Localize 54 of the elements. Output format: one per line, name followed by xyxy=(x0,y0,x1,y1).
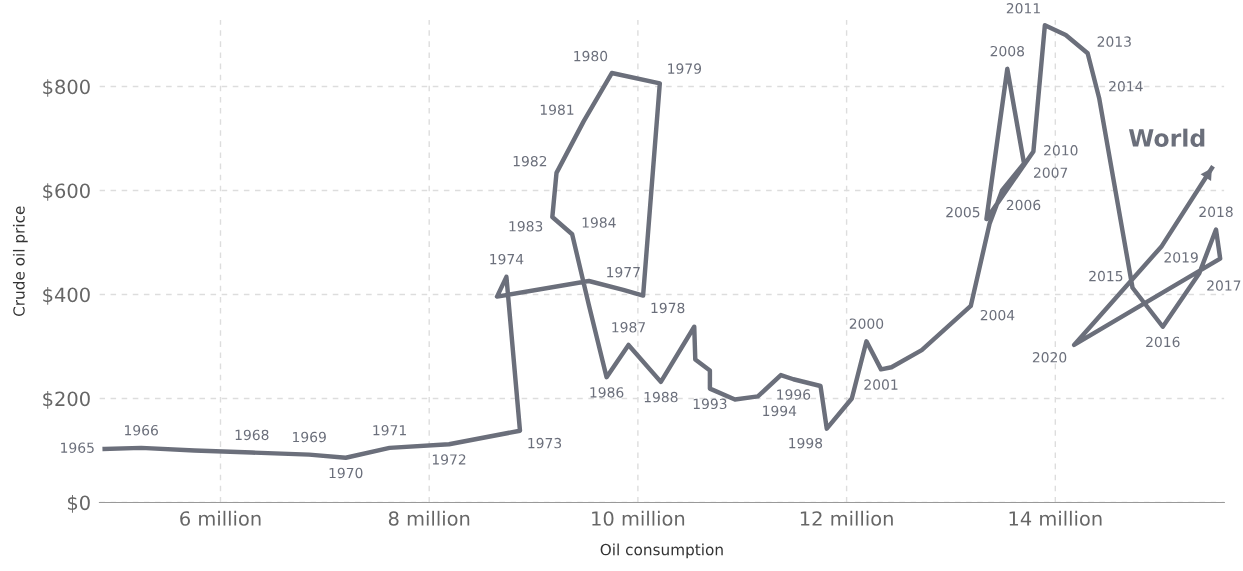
annotation: 2006 xyxy=(1006,199,1041,211)
annotation: 1986 xyxy=(590,387,624,398)
annotation: 1994 xyxy=(763,405,797,417)
annotation: 1968 xyxy=(235,429,269,441)
annotation: 1983 xyxy=(509,221,543,232)
y-tick-label: $0 xyxy=(67,495,90,513)
annotation: 1988 xyxy=(644,391,678,403)
annotation: 2020 xyxy=(1032,352,1067,363)
x-axis-title: Oil consumption xyxy=(600,543,723,559)
series-label: World xyxy=(1128,128,1205,147)
annotation: 2011 xyxy=(1006,3,1040,14)
annotation: 2008 xyxy=(990,45,1025,57)
annotation: 1978 xyxy=(651,302,685,314)
y-tick-label: $200 xyxy=(43,391,90,409)
annotation: 2013 xyxy=(1097,36,1131,47)
annotation: 1965 xyxy=(61,442,94,453)
annotation: 1973 xyxy=(528,437,562,449)
annotation: 2000 xyxy=(849,318,884,329)
y-tick-label: $800 xyxy=(43,79,90,97)
y-tick-label: $400 xyxy=(43,287,90,305)
annotation: 1982 xyxy=(513,155,547,167)
annotation: 2004 xyxy=(980,309,1015,321)
annotation: 1979 xyxy=(668,63,702,74)
annotation: 1971 xyxy=(373,424,406,436)
annotation: 1981 xyxy=(540,104,574,115)
annotation: 2019 xyxy=(1164,252,1198,263)
y-axis-title: Crude oil price xyxy=(12,206,28,317)
annotation: 1993 xyxy=(693,398,727,410)
annotation: 1987 xyxy=(612,322,645,333)
annotation: 2016 xyxy=(1146,336,1180,348)
x-tick-label: 14 million xyxy=(1009,510,1102,526)
annotation: 1980 xyxy=(574,50,608,62)
annotation: 1977 xyxy=(607,266,640,278)
annotation: 1969 xyxy=(293,431,326,443)
annotation: 2014 xyxy=(1109,81,1143,92)
annotation: 2018 xyxy=(1199,206,1233,218)
annotation: 1996 xyxy=(777,389,811,400)
annotation: 2015 xyxy=(1089,270,1123,282)
x-tick-label: 10 million xyxy=(592,510,685,526)
annotation: 2017 xyxy=(1207,280,1241,291)
annotation: 1998 xyxy=(789,437,823,449)
annotation: 1984 xyxy=(582,217,616,228)
y-tick-label: $600 xyxy=(43,183,90,201)
annotation: 2007 xyxy=(1034,167,1068,178)
annotation: 1966 xyxy=(125,424,158,436)
annotation: 2001 xyxy=(864,379,898,390)
annotation: 1972 xyxy=(432,454,466,465)
x-tick-label: 8 million xyxy=(388,510,470,526)
annotation: 1974 xyxy=(490,253,524,265)
annotation: 2010 xyxy=(1044,145,1078,156)
x-tick-label: 12 million xyxy=(800,510,893,526)
annotation: 2005 xyxy=(946,206,980,218)
x-tick-label: 6 million xyxy=(180,510,261,526)
annotation: 1970 xyxy=(329,467,363,479)
